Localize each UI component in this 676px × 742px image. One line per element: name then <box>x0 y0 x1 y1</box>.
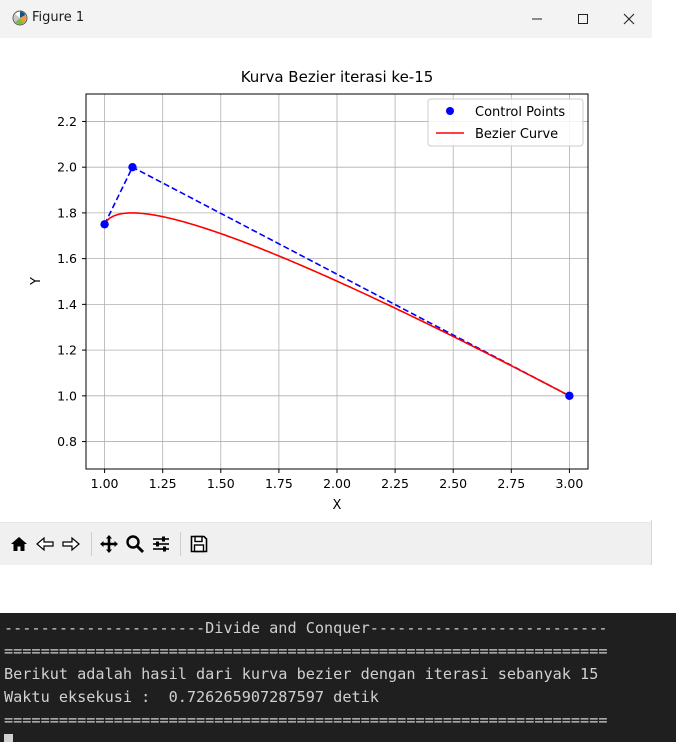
bezier-plot: Kurva Bezier iterasi ke-15 1.00 1.25 1.50 1… <box>29 68 589 513</box>
toolbar-separator <box>180 532 181 556</box>
chart-title: Kurva Bezier iterasi ke-15 <box>241 68 434 86</box>
toolbar-separator <box>91 532 92 556</box>
title-bar[interactable]: Figure 1 <box>0 0 652 39</box>
plot-data <box>100 162 574 401</box>
configure-subplots-button[interactable] <box>150 533 172 555</box>
control-point-marker <box>565 391 574 401</box>
control-point-marker <box>128 162 137 172</box>
home-button[interactable] <box>8 533 30 555</box>
close-button[interactable] <box>606 0 652 38</box>
x-tick-label: 2.25 <box>381 476 409 491</box>
navigation-toolbar <box>0 522 651 565</box>
maximize-icon <box>578 14 588 24</box>
back-icon <box>36 536 54 552</box>
forward-icon <box>62 536 80 552</box>
x-tick-label: 2.50 <box>439 476 467 491</box>
y-axis-label: Y <box>29 277 44 286</box>
save-button[interactable] <box>188 533 210 555</box>
pan-button[interactable] <box>98 533 120 555</box>
forward-button[interactable] <box>60 533 82 555</box>
minimize-button[interactable] <box>514 0 560 38</box>
x-tick-label: 3.00 <box>555 476 583 491</box>
x-axis-label: X <box>333 498 342 513</box>
legend: Control Points Bezier Curve <box>427 98 584 147</box>
figure-canvas[interactable]: Kurva Bezier iterasi ke-15 1.00 1.25 1.50 1… <box>0 38 652 520</box>
maximize-button[interactable] <box>560 0 606 38</box>
legend-label-control-points: Control Points <box>475 105 565 120</box>
pan-icon <box>100 535 118 553</box>
terminal-output[interactable]: ----------------------Divide and Conquer… <box>0 613 676 742</box>
window-title: Figure 1 <box>32 10 85 25</box>
x-tick-label: 1.50 <box>207 476 235 491</box>
minimize-icon <box>532 18 542 20</box>
terminal-cursor <box>4 734 13 742</box>
zoom-icon <box>126 535 145 554</box>
bezier-curve-line <box>103 212 570 397</box>
y-tick-label: 1.8 <box>57 205 77 220</box>
y-tick-label: 1.6 <box>57 251 77 266</box>
y-tick-label: 2.0 <box>57 160 77 175</box>
terminal-line: ========================================… <box>4 642 608 660</box>
zoom-button[interactable] <box>124 533 146 555</box>
legend-label-bezier-curve: Bezier Curve <box>475 127 558 142</box>
x-tick-label: 1.25 <box>149 476 177 491</box>
figure-window: Figure 1 Kurva Bezier iterasi ke-15 1.00… <box>0 0 652 565</box>
configure-subplots-icon <box>153 536 169 552</box>
x-tick-label: 2.75 <box>497 476 525 491</box>
x-tick-label: 1.00 <box>91 476 119 491</box>
save-icon <box>190 535 208 553</box>
control-point-marker <box>100 220 109 229</box>
y-tick-label: 1.4 <box>57 297 77 312</box>
legend-marker-control-points <box>446 107 454 115</box>
y-tick-label: 1.2 <box>57 343 77 358</box>
terminal-line: ========================================… <box>4 711 608 729</box>
home-icon <box>11 537 27 551</box>
matplotlib-app-icon <box>12 10 28 26</box>
legend-frame <box>427 98 584 147</box>
terminal-line: Berikut adalah hasil dari kurva bezier d… <box>4 665 599 683</box>
terminal-line: ----------------------Divide and Conquer… <box>4 619 608 637</box>
y-tick-label: 0.8 <box>57 434 77 449</box>
terminal-line: Waktu eksekusi : 0.726265907287597 detik <box>4 688 379 706</box>
back-button[interactable] <box>34 533 56 555</box>
x-tick-label: 2.00 <box>323 476 351 491</box>
x-tick-label: 1.75 <box>265 476 293 491</box>
axis-ticks: 1.00 1.25 1.50 1.75 2.00 2.25 2.50 2.75 3.00 0.8 1… <box>57 114 583 491</box>
y-tick-label: 1.0 <box>57 388 77 403</box>
y-tick-label: 2.2 <box>57 114 77 129</box>
close-icon <box>623 13 635 25</box>
